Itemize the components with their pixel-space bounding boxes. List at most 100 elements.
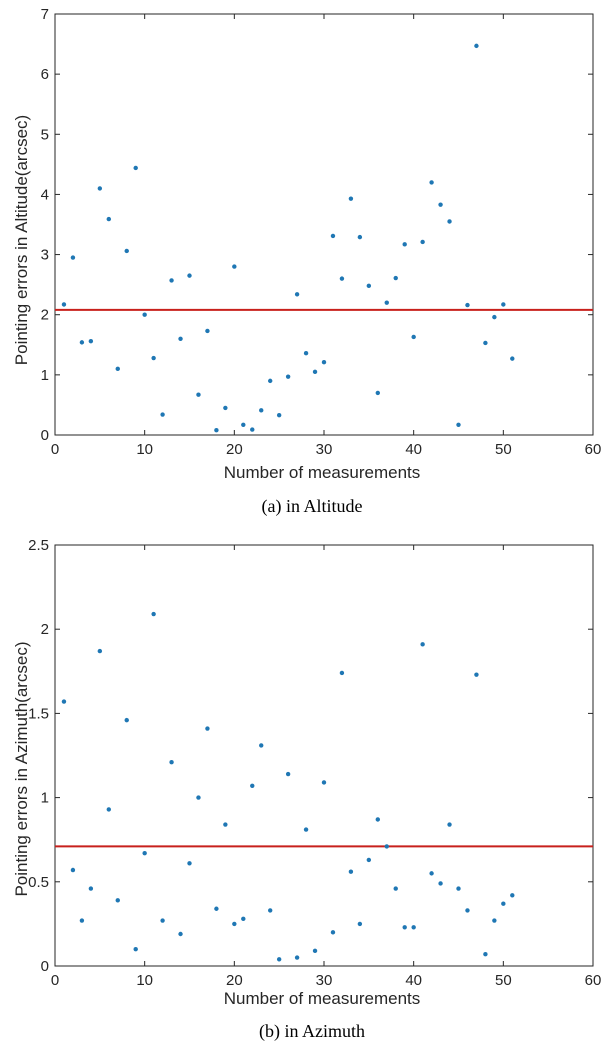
azimuth-x-tick-label: 20 bbox=[226, 972, 243, 989]
altitude-y-tick-label: 3 bbox=[41, 247, 49, 264]
azimuth-x-tick-label: 10 bbox=[136, 972, 153, 989]
azimuth-x-tick-label: 40 bbox=[405, 972, 422, 989]
azimuth-data-point bbox=[447, 822, 452, 827]
altitude-data-point bbox=[205, 328, 210, 334]
azimuth-y-tick-label: 1 bbox=[41, 790, 49, 807]
azimuth-data-point bbox=[357, 921, 363, 927]
altitude-x-tick-label: 30 bbox=[316, 441, 333, 458]
azimuth-data-point bbox=[88, 886, 94, 891]
altitude-y-tick-label: 0 bbox=[41, 427, 49, 444]
azimuth-data-point bbox=[169, 760, 174, 765]
altitude-y-tick-label: 5 bbox=[41, 126, 49, 143]
altitude-data-point bbox=[223, 405, 228, 411]
altitude-data-point bbox=[169, 278, 174, 283]
altitude-data-point bbox=[366, 283, 372, 289]
azimuth-data-point bbox=[294, 955, 300, 960]
altitude-data-point bbox=[250, 427, 255, 432]
azimuth-data-point bbox=[196, 795, 201, 800]
azimuth-y-tick-label: 0.5 bbox=[28, 874, 49, 891]
azimuth-data-point bbox=[330, 930, 336, 935]
azimuth-data-point bbox=[205, 726, 210, 731]
altitude-data-point bbox=[510, 356, 515, 361]
azimuth-data-point bbox=[97, 648, 103, 654]
altitude-data-point bbox=[492, 314, 497, 320]
azimuth-data-point bbox=[465, 908, 470, 913]
altitude-y-tick-label: 2 bbox=[41, 307, 49, 324]
altitude-data-point bbox=[79, 340, 85, 345]
azimuth-data-point bbox=[70, 867, 76, 873]
altitude-x-tick-label: 10 bbox=[136, 441, 153, 458]
altitude-y-tick-label: 7 bbox=[41, 6, 49, 23]
azimuth-data-point bbox=[223, 822, 228, 827]
altitude-data-point bbox=[294, 292, 300, 297]
azimuth-data-point bbox=[259, 743, 264, 748]
azimuth-y-axis-label: Pointing errors in Azimuth(arcsec) bbox=[12, 641, 31, 896]
azimuth-data-point bbox=[133, 946, 138, 952]
altitude-data-point bbox=[330, 233, 336, 239]
altitude-x-tick-label: 20 bbox=[226, 441, 243, 458]
azimuth-data-point bbox=[384, 844, 389, 849]
altitude-data-point bbox=[115, 366, 120, 372]
altitude-data-point bbox=[393, 275, 398, 281]
azimuth-data-point bbox=[250, 783, 255, 789]
altitude-data-point bbox=[88, 338, 94, 344]
altitude-data-point bbox=[61, 302, 67, 307]
azimuth-data-point bbox=[429, 871, 434, 876]
azimuth-y-tick-label: 1.5 bbox=[28, 705, 49, 722]
altitude-data-point bbox=[196, 392, 201, 397]
altitude-data-point bbox=[106, 216, 112, 222]
altitude-data-point bbox=[232, 264, 237, 269]
azimuth-data-point bbox=[276, 957, 282, 962]
azimuth-y-tick-label: 2.5 bbox=[28, 537, 49, 554]
altitude-y-tick-label: 4 bbox=[41, 186, 49, 203]
azimuth-x-tick-label: 30 bbox=[316, 972, 333, 989]
altitude-data-point bbox=[276, 412, 282, 418]
azimuth-data-point bbox=[510, 893, 515, 898]
azimuth-data-point bbox=[375, 817, 380, 822]
azimuth-data-point bbox=[339, 670, 345, 676]
azimuth-data-point bbox=[232, 921, 237, 927]
altitude-data-point bbox=[357, 234, 363, 240]
altitude-data-point bbox=[142, 312, 147, 317]
altitude-data-point bbox=[474, 43, 479, 49]
azimuth-y-tick-label: 0 bbox=[41, 958, 49, 975]
altitude-data-point bbox=[124, 248, 129, 254]
azimuth-x-tick-label: 0 bbox=[51, 972, 59, 989]
altitude-x-tick-label: 50 bbox=[495, 441, 512, 458]
azimuth-data-point bbox=[214, 906, 219, 911]
altitude-data-point bbox=[312, 369, 318, 375]
azimuth-data-point bbox=[474, 672, 479, 677]
altitude-data-point bbox=[429, 180, 434, 185]
altitude-data-point bbox=[501, 302, 506, 307]
azimuth-data-point bbox=[151, 611, 156, 617]
altitude-data-point bbox=[214, 427, 219, 433]
altitude-data-point bbox=[268, 378, 273, 384]
altitude-data-point bbox=[402, 242, 407, 247]
azimuth-data-point bbox=[187, 861, 192, 866]
altitude-data-point bbox=[447, 219, 452, 224]
altitude-data-point bbox=[339, 276, 345, 281]
azimuth-data-point bbox=[124, 717, 129, 723]
altitude-data-point bbox=[456, 422, 461, 427]
altitude-data-point bbox=[420, 239, 425, 245]
altitude-data-point bbox=[160, 412, 165, 417]
azimuth-scatter-plot: Pointing errors in Azimuth(arcsec) Numbe… bbox=[12, 537, 601, 1042]
azimuth-data-point bbox=[411, 925, 416, 930]
azimuth-data-point bbox=[393, 886, 398, 891]
azimuth-x-tick-label: 50 bbox=[495, 972, 512, 989]
azimuth-data-point bbox=[483, 952, 488, 957]
azimuth-data-point bbox=[492, 918, 497, 923]
altitude-data-point bbox=[438, 202, 443, 207]
altitude-x-tick-label: 0 bbox=[51, 441, 59, 458]
azimuth-data-point bbox=[420, 642, 425, 647]
azimuth-data-point bbox=[178, 931, 183, 937]
azimuth-data-point bbox=[321, 780, 327, 785]
altitude-y-tick-label: 1 bbox=[41, 367, 49, 384]
altitude-data-point bbox=[187, 273, 192, 278]
azimuth-data-point bbox=[61, 699, 67, 704]
azimuth-data-point bbox=[402, 925, 407, 930]
azimuth-data-point bbox=[241, 916, 246, 922]
altitude-data-point bbox=[151, 355, 156, 361]
altitude-data-point bbox=[241, 422, 246, 427]
